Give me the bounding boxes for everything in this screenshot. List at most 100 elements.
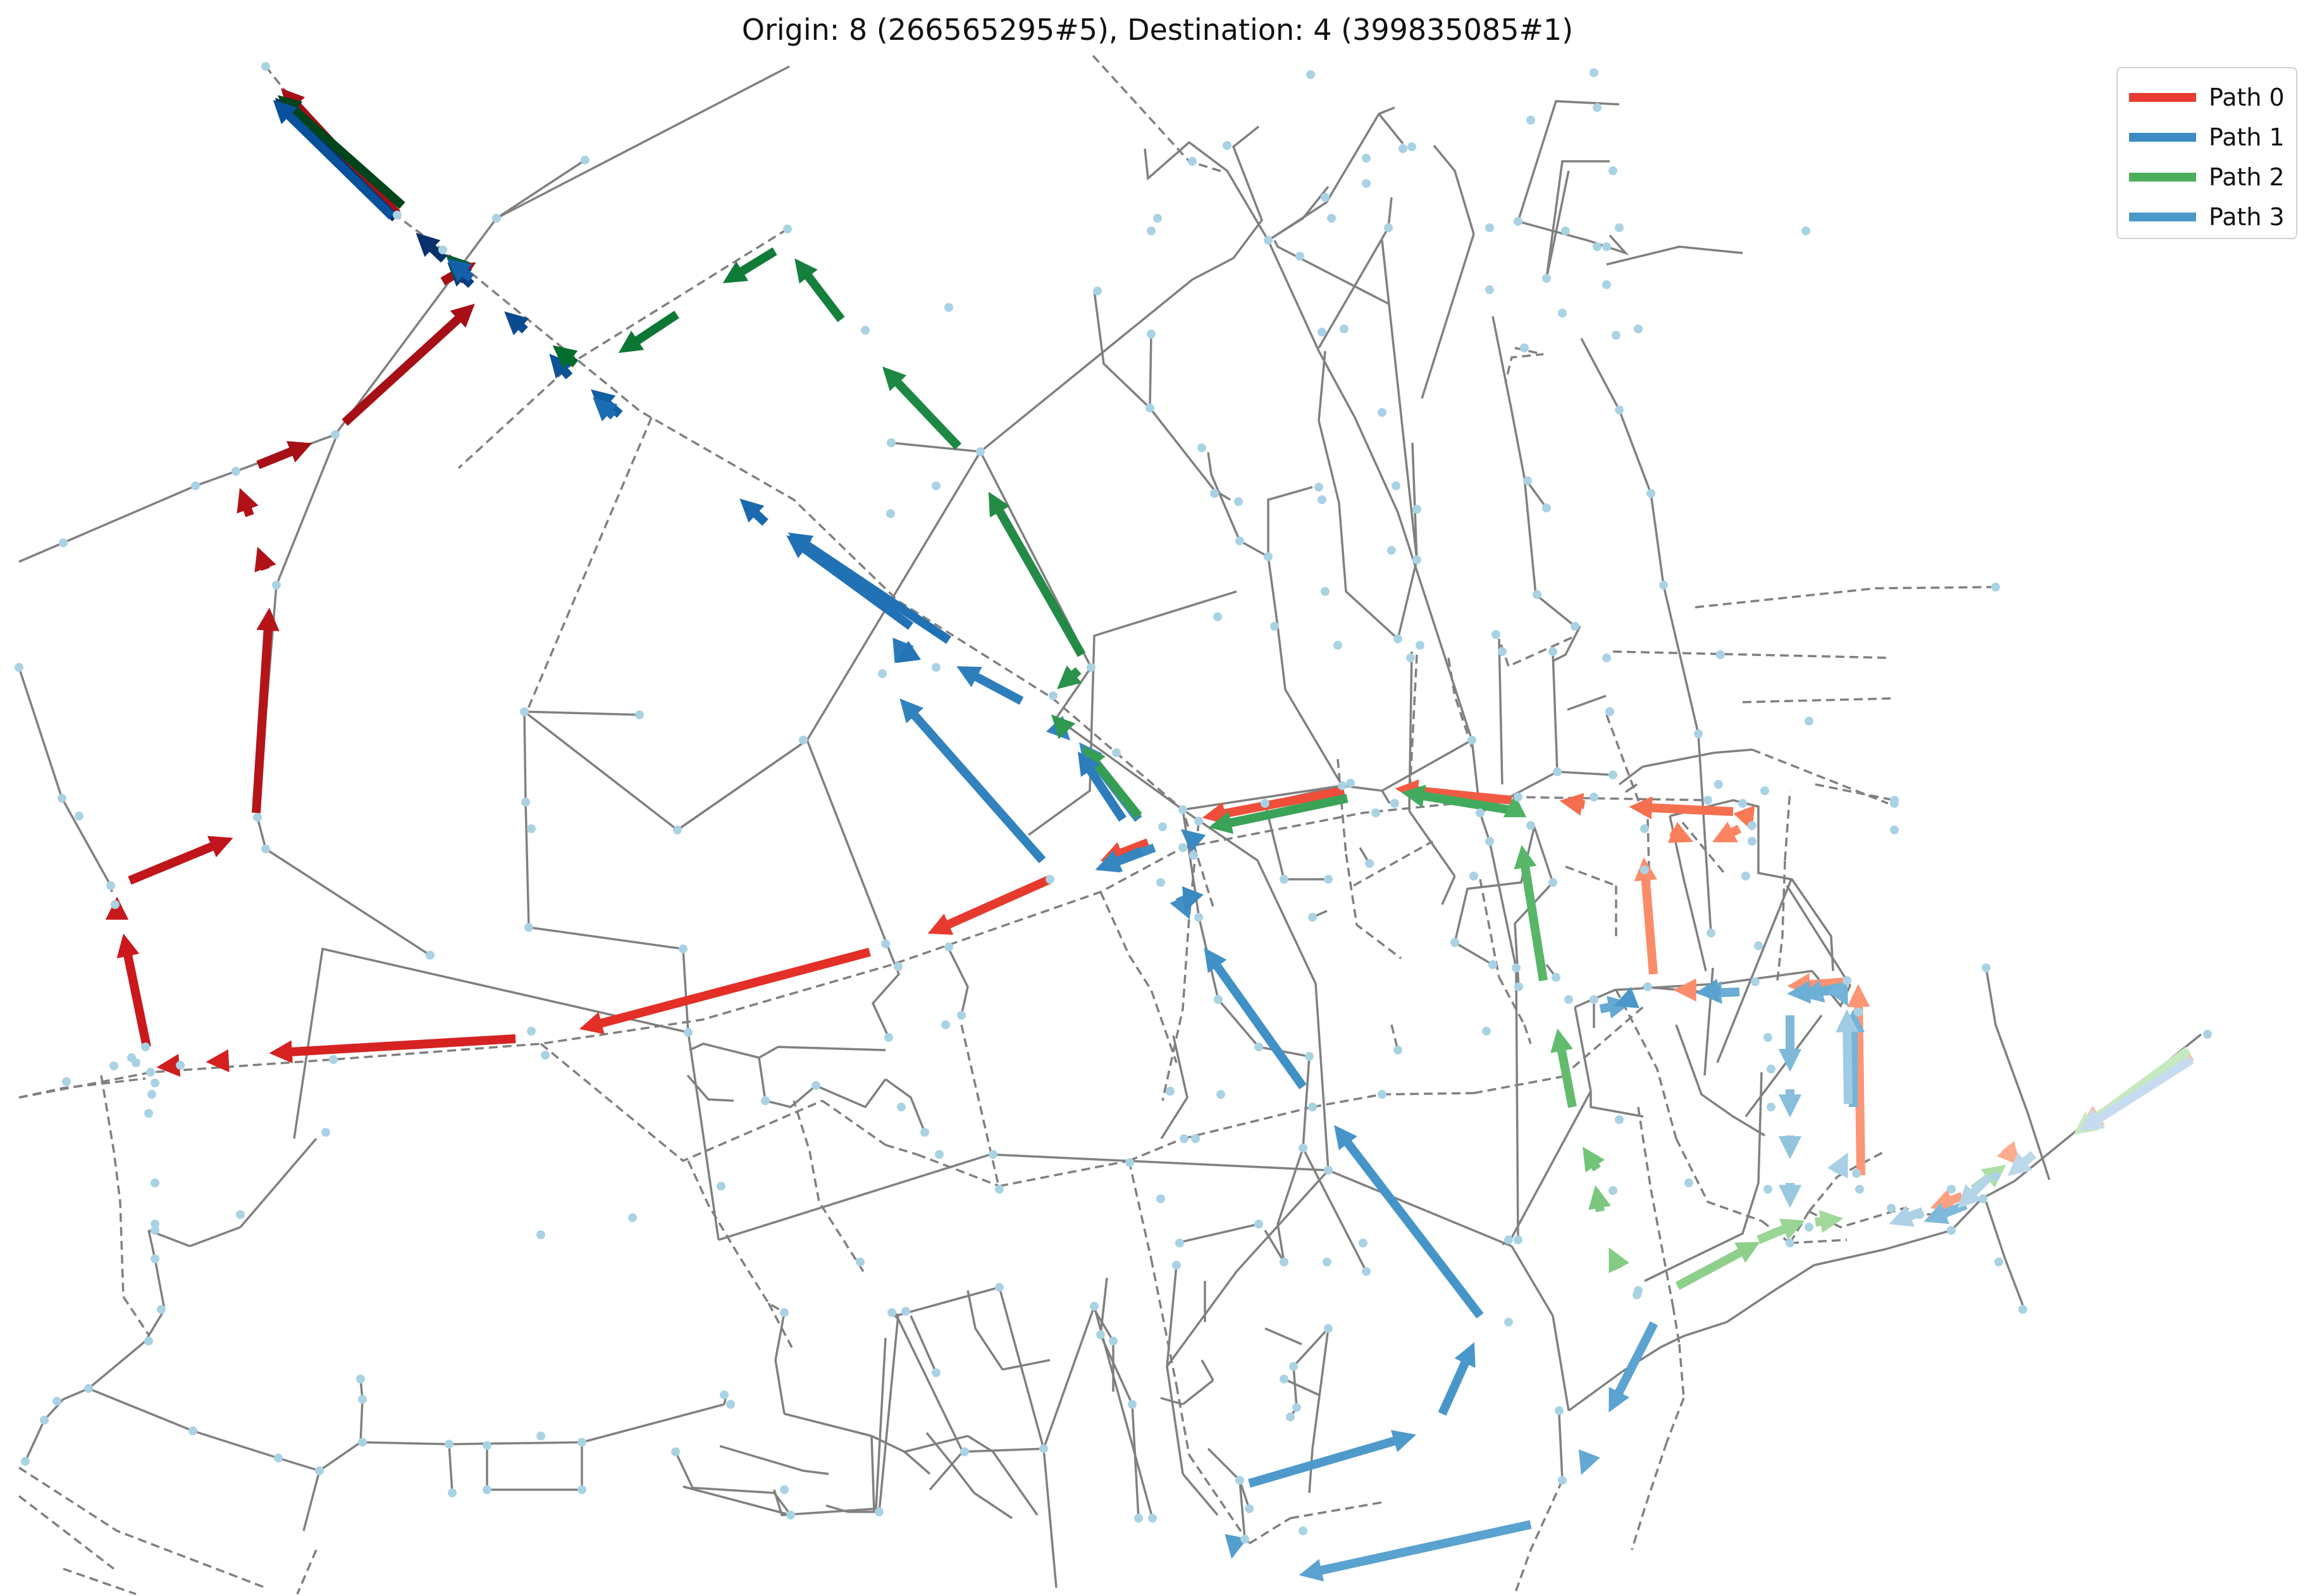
road: [1027, 590, 1237, 836]
road-dashed: [296, 1549, 318, 1595]
path-1-arrow: [1180, 829, 1206, 853]
node: [673, 826, 682, 834]
road: [528, 926, 720, 1240]
node: [887, 438, 896, 447]
node: [176, 1061, 185, 1070]
node: [1407, 142, 1416, 151]
road-dashed: [1776, 860, 1786, 981]
node: [52, 1397, 61, 1406]
road-dashed: [687, 1160, 785, 1314]
road: [1580, 338, 1712, 934]
node: [1979, 1194, 1987, 1203]
node: [232, 467, 240, 476]
road: [904, 1435, 968, 1453]
node: [932, 663, 941, 672]
node: [40, 1416, 49, 1425]
node: [628, 1213, 637, 1222]
legend-item-path-1: Path 1: [2129, 117, 2285, 157]
road: [765, 1084, 817, 1108]
road-dashed: [457, 228, 788, 469]
road: [1207, 1447, 1241, 1482]
node: [1748, 821, 1756, 830]
node: [1564, 995, 1573, 1004]
road: [2004, 1258, 2024, 1306]
road: [903, 1451, 931, 1475]
node: [1467, 736, 1476, 745]
node: [1634, 325, 1643, 333]
road: [147, 1230, 166, 1310]
node: [1558, 1476, 1567, 1485]
road: [239, 1137, 318, 1228]
road-dashed: [1561, 1005, 1646, 1078]
node: [1323, 1258, 1331, 1266]
node: [1852, 1169, 1861, 1178]
node: [1359, 1239, 1367, 1247]
road: [1644, 1072, 1763, 1282]
path-3-arrow: [447, 258, 474, 282]
node: [536, 1230, 545, 1239]
road-dashed: [1681, 821, 1728, 877]
node: [1805, 717, 1813, 726]
node: [1261, 799, 1269, 808]
node: [1615, 1115, 1624, 1124]
path-1-arrow: [416, 233, 447, 263]
road: [1552, 1315, 1570, 1411]
node: [1659, 581, 1668, 590]
node: [1738, 799, 1747, 808]
path-3-arrow: [593, 397, 618, 422]
road: [1985, 967, 2051, 1180]
node: [151, 1220, 159, 1228]
node: [329, 1055, 338, 1064]
road-dashed: [1498, 977, 1526, 1025]
road: [1625, 783, 1638, 793]
node: [1605, 707, 1614, 716]
road: [1093, 290, 1151, 409]
node: [1213, 612, 1222, 621]
node: [717, 1182, 725, 1191]
path-3-arrow: [1077, 751, 1127, 822]
node: [783, 225, 792, 233]
path-2-arrow: [722, 247, 777, 283]
node: [109, 1061, 118, 1070]
node: [111, 900, 120, 909]
road: [1042, 1448, 1058, 1588]
node: [1542, 504, 1551, 512]
road-dashed: [1290, 1501, 1383, 1519]
node: [1254, 1220, 1263, 1228]
node: [358, 1438, 367, 1447]
node: [635, 710, 644, 719]
road-dashed: [1615, 989, 1677, 1139]
path-2-arrow: [1208, 794, 1349, 834]
legend-label: Path 2: [2209, 163, 2285, 191]
path-0-arrow: [1629, 796, 1734, 820]
road-dashed: [1099, 891, 1178, 1063]
node: [1235, 1476, 1244, 1485]
node: [894, 962, 903, 971]
road: [1552, 651, 1559, 772]
road-dashed: [1523, 1024, 1532, 1044]
path-0-arrow: [927, 875, 1052, 935]
node: [1514, 217, 1522, 226]
node: [1321, 193, 1330, 202]
node: [1393, 634, 1402, 643]
node: [492, 214, 501, 223]
path-3-arrow: [1614, 986, 1640, 1008]
node: [1994, 1258, 2003, 1266]
road: [1318, 350, 1399, 640]
road: [1454, 941, 1493, 966]
node: [1555, 1406, 1564, 1415]
node: [1703, 796, 1712, 805]
node: [1280, 1258, 1288, 1266]
node: [144, 1109, 153, 1118]
node: [726, 1400, 735, 1409]
node: [527, 1027, 536, 1036]
node: [878, 669, 887, 678]
path-1-arrow: [1599, 996, 1632, 1019]
node: [1223, 141, 1232, 150]
node: [897, 1103, 906, 1111]
legend-swatch-path-2: [2129, 172, 2196, 182]
node: [1362, 1267, 1371, 1276]
road: [1131, 1404, 1140, 1519]
path-2-arrow: [1588, 1185, 1611, 1213]
path-1-arrow: [1225, 1534, 1248, 1559]
